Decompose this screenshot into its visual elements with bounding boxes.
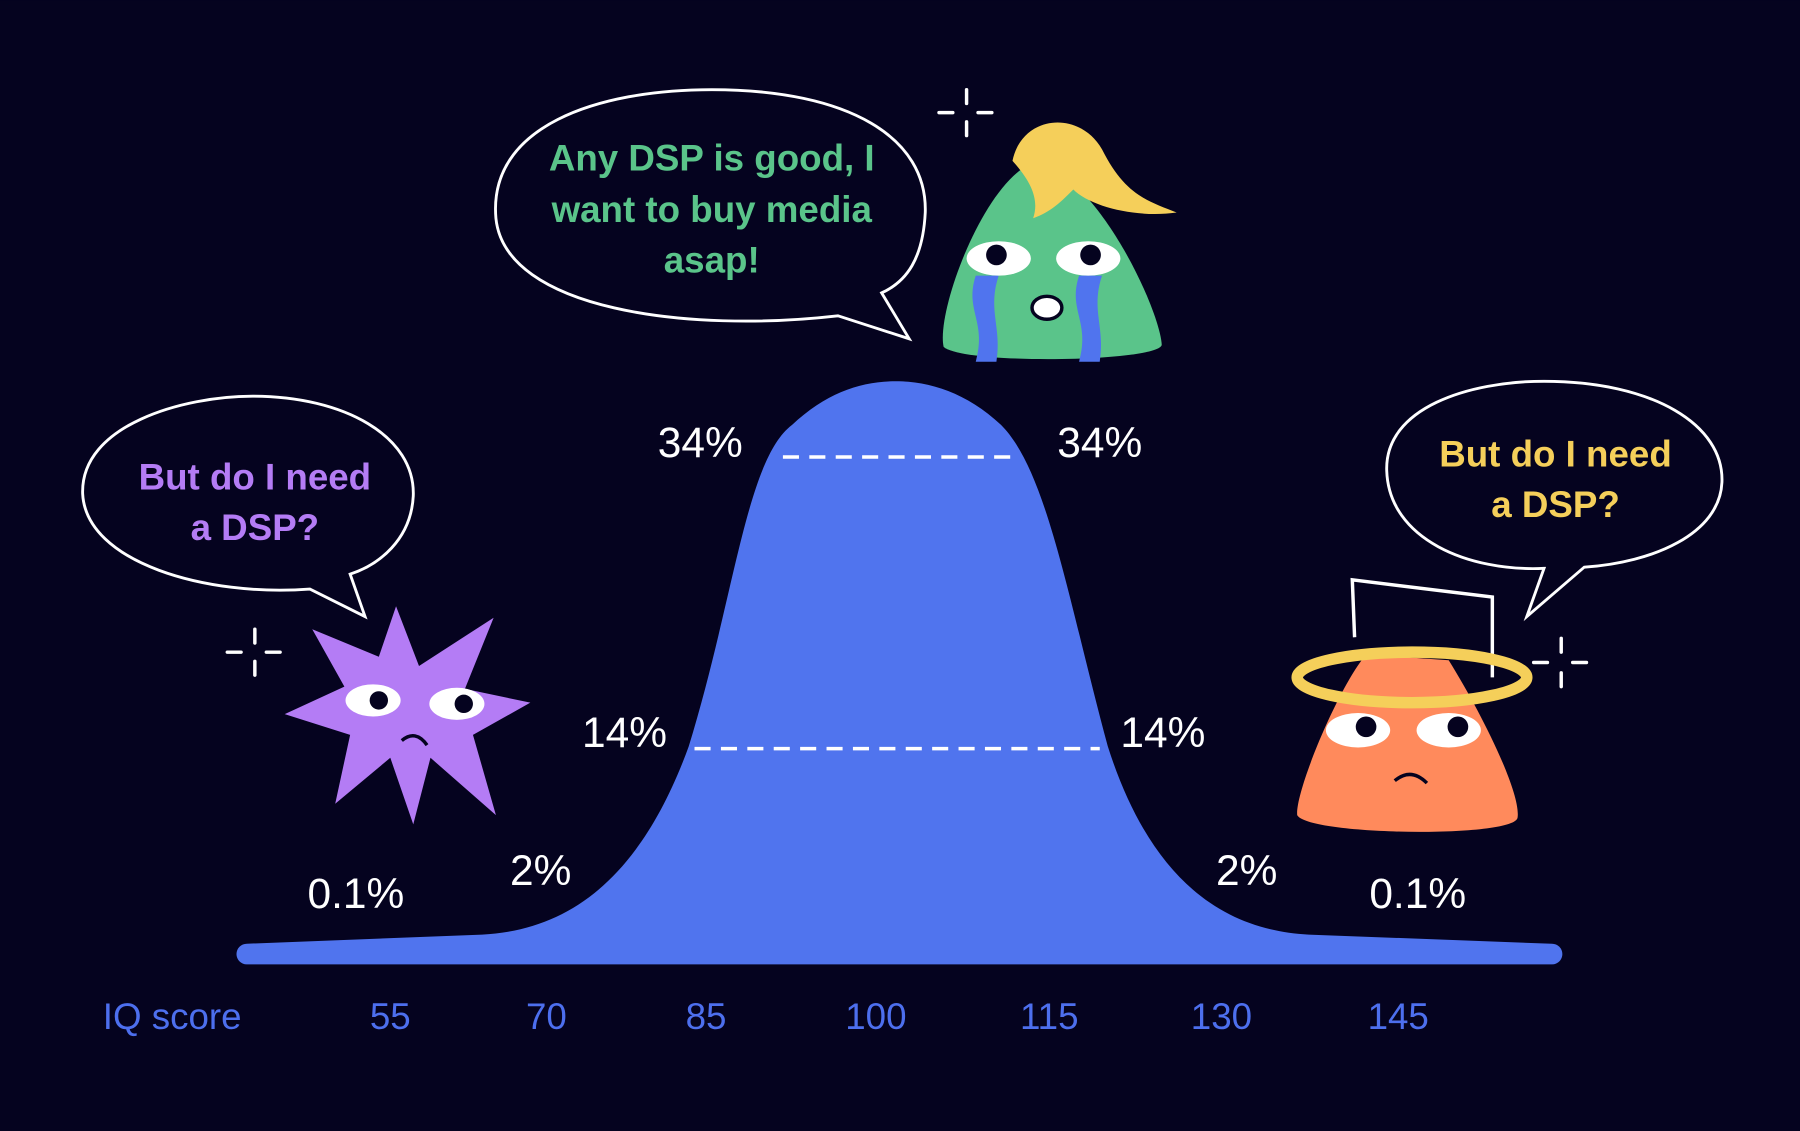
bubble-text: Any DSP is good, I [549, 138, 875, 179]
percent-label: 14% [582, 709, 667, 756]
axis-tick: 145 [1368, 996, 1429, 1037]
percent-label: 14% [1120, 709, 1205, 756]
bubble-text: But do I need [1439, 434, 1672, 475]
sparkle [1531, 636, 1589, 689]
bubble-text: want to buy media [551, 189, 873, 230]
axis-tick: 85 [686, 996, 727, 1037]
axis-tick: 70 [526, 996, 567, 1037]
sparkle [937, 87, 994, 138]
axis-label: IQ score [103, 996, 242, 1037]
purple-character [284, 606, 531, 825]
bubble-text: a DSP? [1491, 484, 1620, 525]
speech-bubble [494, 88, 927, 342]
speech-bubble [81, 394, 415, 620]
bubble-text: But do I need [139, 457, 372, 498]
percent-label: 34% [1057, 419, 1142, 466]
green-character [942, 122, 1177, 362]
bubble-text: a DSP? [191, 507, 320, 548]
axis-tick: 55 [370, 996, 411, 1037]
percent-label: 0.1% [307, 870, 404, 917]
percent-label: 2% [510, 847, 571, 894]
bell-curve [236, 381, 1563, 965]
axis-tick: 115 [1020, 996, 1079, 1037]
bubble-text: asap! [664, 240, 760, 281]
percent-label: 34% [658, 419, 743, 466]
percent-label: 0.1% [1369, 870, 1466, 917]
axis-tick: 130 [1191, 996, 1252, 1037]
percent-label: 2% [1216, 847, 1277, 894]
axis-tick: 100 [845, 996, 906, 1037]
orange-character [1291, 577, 1533, 832]
sparkle [225, 627, 282, 677]
speech-bubble [1385, 379, 1724, 622]
